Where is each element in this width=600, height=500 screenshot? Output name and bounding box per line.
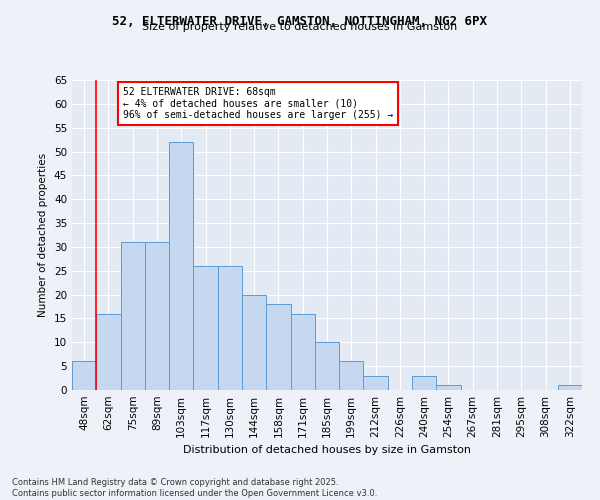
Bar	[72, 362, 96, 390]
Bar	[315, 342, 339, 390]
Text: Contains HM Land Registry data © Crown copyright and database right 2025.
Contai: Contains HM Land Registry data © Crown c…	[12, 478, 377, 498]
Bar	[169, 142, 193, 390]
Bar	[121, 242, 145, 390]
Bar	[412, 376, 436, 390]
Text: Size of property relative to detached houses in Gamston: Size of property relative to detached ho…	[142, 22, 458, 32]
Bar	[364, 376, 388, 390]
X-axis label: Distribution of detached houses by size in Gamston: Distribution of detached houses by size …	[183, 446, 471, 456]
Bar	[96, 314, 121, 390]
Bar	[145, 242, 169, 390]
Bar	[242, 294, 266, 390]
Bar	[436, 385, 461, 390]
Bar	[558, 385, 582, 390]
Bar	[193, 266, 218, 390]
Text: 52 ELTERWATER DRIVE: 68sqm
← 4% of detached houses are smaller (10)
96% of semi-: 52 ELTERWATER DRIVE: 68sqm ← 4% of detac…	[123, 87, 393, 120]
Y-axis label: Number of detached properties: Number of detached properties	[38, 153, 49, 317]
Bar	[290, 314, 315, 390]
Bar	[339, 362, 364, 390]
Bar	[218, 266, 242, 390]
Text: 52, ELTERWATER DRIVE, GAMSTON, NOTTINGHAM, NG2 6PX: 52, ELTERWATER DRIVE, GAMSTON, NOTTINGHA…	[113, 15, 487, 28]
Bar	[266, 304, 290, 390]
